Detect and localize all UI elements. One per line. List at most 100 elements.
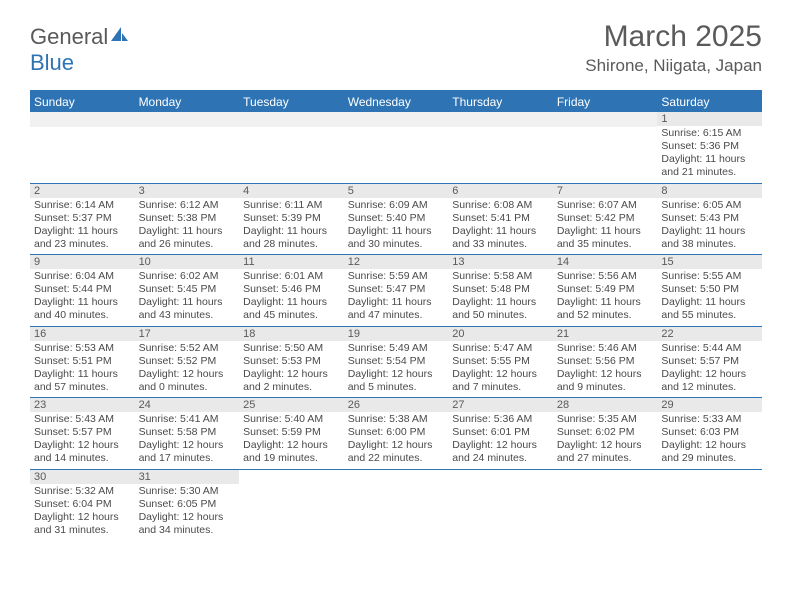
day-body: Sunrise: 6:12 AMSunset: 5:38 PMDaylight:… [135,198,240,255]
sunset-text: Sunset: 5:54 PM [348,355,445,368]
day-body: Sunrise: 6:09 AMSunset: 5:40 PMDaylight:… [344,198,449,255]
logo: General [30,24,129,50]
empty-strip [553,112,658,127]
day-body: Sunrise: 5:50 AMSunset: 5:53 PMDaylight:… [239,341,344,398]
day-cell: 5Sunrise: 6:09 AMSunset: 5:40 PMDaylight… [344,184,449,255]
sunset-text: Sunset: 5:46 PM [243,283,340,296]
sunrise-text: Sunrise: 5:38 AM [348,413,445,426]
empty-cell [239,470,344,541]
day-number: 18 [239,327,344,341]
sunset-text: Sunset: 5:47 PM [348,283,445,296]
sunset-text: Sunset: 6:03 PM [661,426,758,439]
daylight-text: Daylight: 11 hours and 52 minutes. [557,296,654,322]
sunrise-text: Sunrise: 6:14 AM [34,199,131,212]
sunrise-text: Sunrise: 5:49 AM [348,342,445,355]
sunset-text: Sunset: 5:53 PM [243,355,340,368]
day-cell: 3Sunrise: 6:12 AMSunset: 5:38 PMDaylight… [135,184,240,255]
daylight-text: Daylight: 11 hours and 45 minutes. [243,296,340,322]
empty-strip [30,112,135,127]
day-cell: 15Sunrise: 5:55 AMSunset: 5:50 PMDayligh… [657,255,762,326]
sunrise-text: Sunrise: 5:44 AM [661,342,758,355]
logo-sail-icon [109,25,129,50]
sunset-text: Sunset: 5:58 PM [139,426,236,439]
sunset-text: Sunset: 5:42 PM [557,212,654,225]
day-cell: 11Sunrise: 6:01 AMSunset: 5:46 PMDayligh… [239,255,344,326]
day-body: Sunrise: 5:49 AMSunset: 5:54 PMDaylight:… [344,341,449,398]
day-body: Sunrise: 6:05 AMSunset: 5:43 PMDaylight:… [657,198,762,255]
day-cell: 21Sunrise: 5:46 AMSunset: 5:56 PMDayligh… [553,327,658,398]
daylight-text: Daylight: 11 hours and 40 minutes. [34,296,131,322]
calendar: SundayMondayTuesdayWednesdayThursdayFrid… [30,90,762,540]
day-number: 16 [30,327,135,341]
day-number: 11 [239,255,344,269]
day-body: Sunrise: 5:35 AMSunset: 6:02 PMDaylight:… [553,412,658,469]
day-cell: 19Sunrise: 5:49 AMSunset: 5:54 PMDayligh… [344,327,449,398]
sunrise-text: Sunrise: 6:08 AM [452,199,549,212]
sunset-text: Sunset: 6:00 PM [348,426,445,439]
logo-text-blue: Blue [30,50,74,75]
day-body: Sunrise: 5:58 AMSunset: 5:48 PMDaylight:… [448,269,553,326]
day-cell: 26Sunrise: 5:38 AMSunset: 6:00 PMDayligh… [344,398,449,469]
header: General March 2025 Shirone, Niigata, Jap… [0,0,792,84]
day-cell: 20Sunrise: 5:47 AMSunset: 5:55 PMDayligh… [448,327,553,398]
day-number: 9 [30,255,135,269]
week-row: 1Sunrise: 6:15 AMSunset: 5:36 PMDaylight… [30,112,762,184]
day-number: 1 [657,112,762,126]
day-cell: 12Sunrise: 5:59 AMSunset: 5:47 PMDayligh… [344,255,449,326]
empty-strip [135,112,240,127]
logo-text-general: General [30,24,108,50]
day-number: 31 [135,470,240,484]
daylight-text: Daylight: 12 hours and 5 minutes. [348,368,445,394]
sunset-text: Sunset: 5:50 PM [661,283,758,296]
sunrise-text: Sunrise: 6:02 AM [139,270,236,283]
day-cell: 29Sunrise: 5:33 AMSunset: 6:03 PMDayligh… [657,398,762,469]
day-number: 6 [448,184,553,198]
day-cell: 9Sunrise: 6:04 AMSunset: 5:44 PMDaylight… [30,255,135,326]
sunset-text: Sunset: 5:55 PM [452,355,549,368]
day-body: Sunrise: 6:11 AMSunset: 5:39 PMDaylight:… [239,198,344,255]
day-body: Sunrise: 5:55 AMSunset: 5:50 PMDaylight:… [657,269,762,326]
day-body: Sunrise: 5:32 AMSunset: 6:04 PMDaylight:… [30,484,135,541]
sunrise-text: Sunrise: 5:50 AM [243,342,340,355]
day-number: 23 [30,398,135,412]
sunset-text: Sunset: 5:36 PM [661,140,758,153]
day-body: Sunrise: 5:30 AMSunset: 6:05 PMDaylight:… [135,484,240,541]
sunrise-text: Sunrise: 6:07 AM [557,199,654,212]
sunrise-text: Sunrise: 5:55 AM [661,270,758,283]
sunset-text: Sunset: 6:05 PM [139,498,236,511]
daylight-text: Daylight: 11 hours and 30 minutes. [348,225,445,251]
title-block: March 2025 Shirone, Niigata, Japan [585,20,762,76]
sunset-text: Sunset: 5:52 PM [139,355,236,368]
week-row: 2Sunrise: 6:14 AMSunset: 5:37 PMDaylight… [30,184,762,256]
sunset-text: Sunset: 6:04 PM [34,498,131,511]
day-header-cell: Thursday [448,92,553,112]
day-number: 19 [344,327,449,341]
empty-cell [30,112,135,183]
sunrise-text: Sunrise: 5:30 AM [139,485,236,498]
daylight-text: Daylight: 12 hours and 27 minutes. [557,439,654,465]
week-row: 16Sunrise: 5:53 AMSunset: 5:51 PMDayligh… [30,327,762,399]
sunset-text: Sunset: 5:44 PM [34,283,131,296]
empty-cell [553,470,658,541]
day-cell: 30Sunrise: 5:32 AMSunset: 6:04 PMDayligh… [30,470,135,541]
day-cell: 7Sunrise: 6:07 AMSunset: 5:42 PMDaylight… [553,184,658,255]
sunrise-text: Sunrise: 5:33 AM [661,413,758,426]
sunrise-text: Sunrise: 5:52 AM [139,342,236,355]
daylight-text: Daylight: 11 hours and 21 minutes. [661,153,758,179]
daylight-text: Daylight: 12 hours and 29 minutes. [661,439,758,465]
day-cell: 8Sunrise: 6:05 AMSunset: 5:43 PMDaylight… [657,184,762,255]
day-cell: 13Sunrise: 5:58 AMSunset: 5:48 PMDayligh… [448,255,553,326]
day-header-cell: Saturday [657,92,762,112]
empty-cell [448,470,553,541]
day-number: 30 [30,470,135,484]
empty-strip [239,112,344,127]
day-body: Sunrise: 5:36 AMSunset: 6:01 PMDaylight:… [448,412,553,469]
daylight-text: Daylight: 12 hours and 12 minutes. [661,368,758,394]
day-number: 29 [657,398,762,412]
sunrise-text: Sunrise: 6:11 AM [243,199,340,212]
empty-cell [553,112,658,183]
weeks-container: 1Sunrise: 6:15 AMSunset: 5:36 PMDaylight… [30,112,762,540]
day-body: Sunrise: 5:41 AMSunset: 5:58 PMDaylight:… [135,412,240,469]
daylight-text: Daylight: 12 hours and 2 minutes. [243,368,340,394]
logo-blue-wrap: Blue [30,50,74,76]
